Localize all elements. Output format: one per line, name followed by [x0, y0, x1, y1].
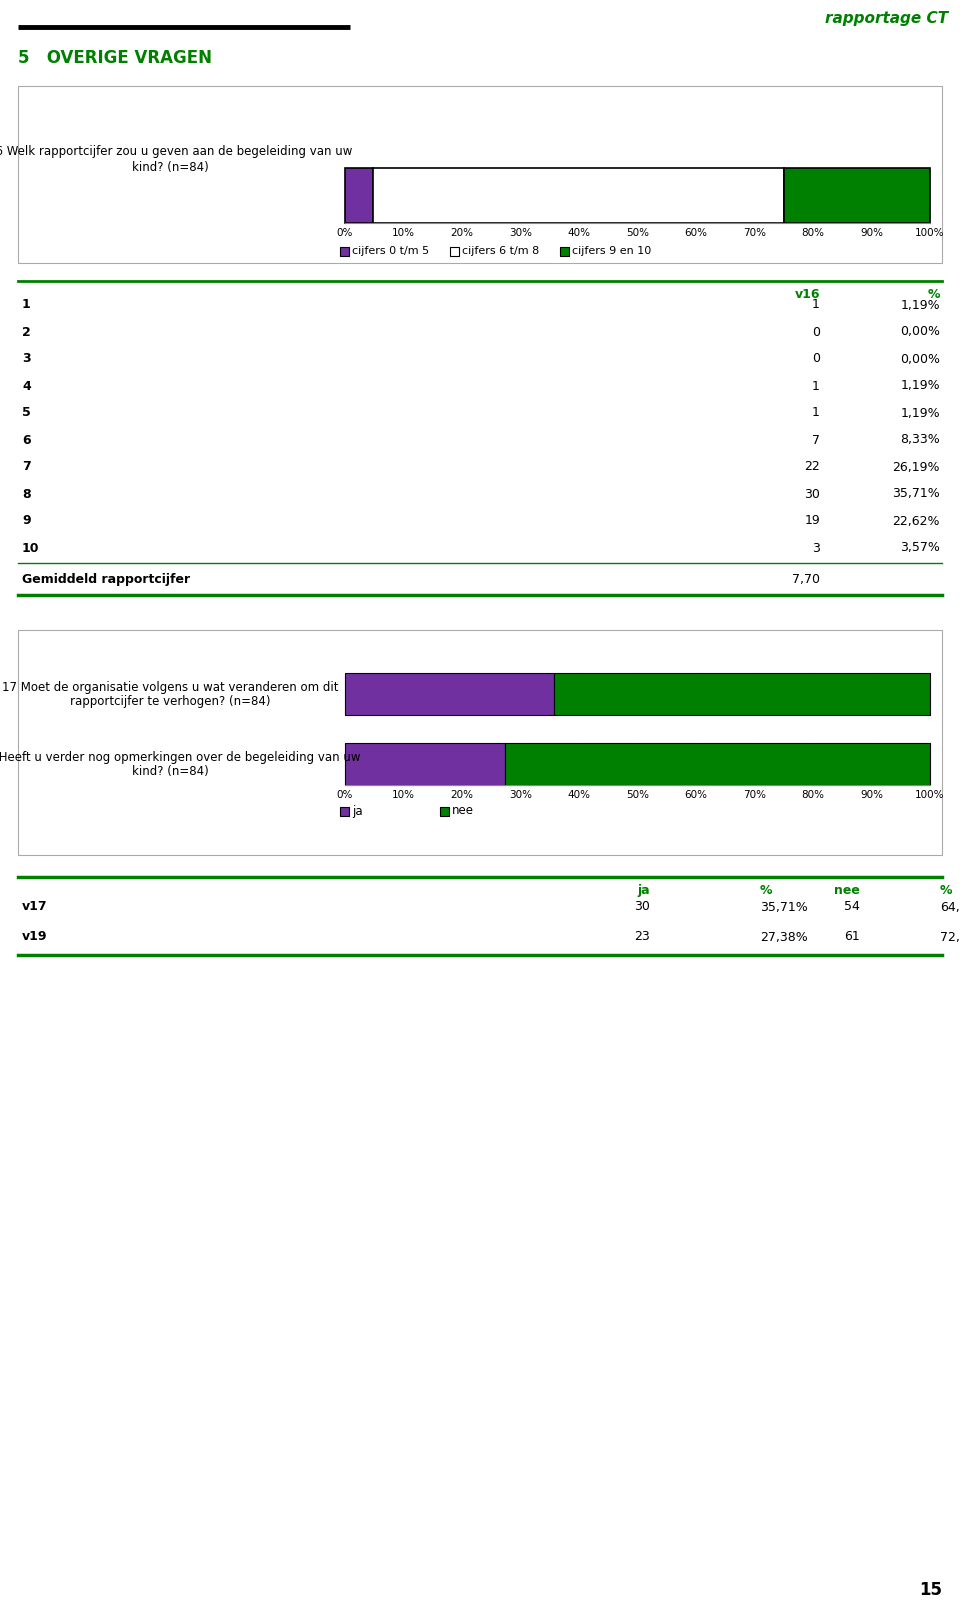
Text: 0%: 0%: [337, 789, 353, 801]
Text: 17 Moet de organisatie volgens u wat veranderen om dit: 17 Moet de organisatie volgens u wat ver…: [2, 681, 338, 694]
Text: 30: 30: [804, 488, 820, 501]
Text: 27,38%: 27,38%: [760, 930, 807, 943]
Text: 19: 19: [804, 514, 820, 527]
Text: 5   OVERIGE VRAGEN: 5 OVERIGE VRAGEN: [18, 49, 212, 66]
Text: 3: 3: [22, 352, 31, 365]
Text: 1: 1: [22, 298, 31, 311]
Text: 8: 8: [22, 488, 31, 501]
Text: 30%: 30%: [509, 229, 532, 238]
Text: nee: nee: [452, 804, 474, 817]
Text: 10%: 10%: [392, 229, 415, 238]
Bar: [560, 246, 569, 256]
Text: rapportage CT: rapportage CT: [825, 11, 948, 26]
Text: %: %: [760, 883, 773, 896]
Text: 40%: 40%: [567, 229, 590, 238]
Text: 50%: 50%: [626, 789, 649, 801]
Text: 30%: 30%: [509, 789, 532, 801]
Text: 2: 2: [22, 326, 31, 339]
Text: 1,19%: 1,19%: [900, 379, 940, 392]
Text: 35,71%: 35,71%: [760, 901, 807, 914]
Text: v16: v16: [795, 289, 820, 302]
Text: rapportcijfer te verhogen? (n=84): rapportcijfer te verhogen? (n=84): [70, 695, 271, 708]
Text: 3,57%: 3,57%: [900, 541, 940, 554]
Bar: [372, 169, 783, 224]
Text: 70%: 70%: [743, 229, 766, 238]
Text: 19 Heeft u verder nog opmerkingen over de begeleiding van uw: 19 Heeft u verder nog opmerkingen over d…: [0, 752, 360, 765]
Text: %: %: [927, 289, 940, 302]
Bar: [18, 631, 942, 854]
Text: 0: 0: [812, 326, 820, 339]
Text: 7: 7: [22, 460, 31, 473]
Text: 1: 1: [812, 407, 820, 420]
Text: kind? (n=84): kind? (n=84): [132, 765, 208, 778]
Text: nee: nee: [834, 883, 860, 896]
Bar: [450, 246, 459, 256]
Text: 0,00%: 0,00%: [900, 352, 940, 365]
Text: 1,19%: 1,19%: [900, 298, 940, 311]
Text: v19: v19: [22, 930, 47, 943]
Text: cijfers 6 t/m 8: cijfers 6 t/m 8: [462, 246, 540, 256]
Bar: [783, 169, 930, 224]
Text: v17: v17: [22, 901, 48, 914]
Text: 50%: 50%: [626, 229, 649, 238]
Text: 6: 6: [22, 433, 31, 446]
Bar: [340, 246, 349, 256]
Text: 100%: 100%: [915, 229, 945, 238]
Bar: [345, 673, 554, 715]
Bar: [440, 807, 449, 815]
Bar: [18, 86, 942, 263]
Text: 60%: 60%: [684, 229, 708, 238]
Text: 54: 54: [844, 901, 860, 914]
Text: ja: ja: [637, 883, 650, 896]
Text: 40%: 40%: [567, 789, 590, 801]
Text: cijfers 0 t/m 5: cijfers 0 t/m 5: [352, 246, 429, 256]
Bar: [554, 673, 930, 715]
Text: 35,71%: 35,71%: [892, 488, 940, 501]
Text: 30: 30: [635, 901, 650, 914]
Text: 70%: 70%: [743, 789, 766, 801]
Text: 0,00%: 0,00%: [900, 326, 940, 339]
Text: 15: 15: [919, 1580, 942, 1598]
Text: 80%: 80%: [802, 229, 825, 238]
Text: 20%: 20%: [450, 789, 473, 801]
Text: 22,62%: 22,62%: [893, 514, 940, 527]
Text: Gemiddeld rapportcijfer: Gemiddeld rapportcijfer: [22, 572, 190, 585]
Text: 7: 7: [812, 433, 820, 446]
Bar: [505, 742, 930, 785]
Text: 1: 1: [812, 379, 820, 392]
Text: 1: 1: [812, 298, 820, 311]
Text: 100%: 100%: [915, 789, 945, 801]
Text: kind? (n=84): kind? (n=84): [132, 160, 208, 173]
Text: 7,70: 7,70: [792, 572, 820, 585]
Text: %: %: [940, 883, 952, 896]
Text: 9: 9: [22, 514, 31, 527]
Text: 60%: 60%: [684, 789, 708, 801]
Text: 10%: 10%: [392, 789, 415, 801]
Text: 61: 61: [844, 930, 860, 943]
Text: 90%: 90%: [860, 229, 883, 238]
Text: 23: 23: [635, 930, 650, 943]
Text: cijfers 9 en 10: cijfers 9 en 10: [572, 246, 651, 256]
Text: 8,33%: 8,33%: [900, 433, 940, 446]
Text: 72,62%: 72,62%: [940, 930, 960, 943]
Text: 22: 22: [804, 460, 820, 473]
Bar: [340, 807, 349, 815]
Text: 90%: 90%: [860, 789, 883, 801]
Text: 64,29%: 64,29%: [940, 901, 960, 914]
Text: 5: 5: [22, 407, 31, 420]
Text: ja: ja: [352, 804, 363, 817]
Text: 26,19%: 26,19%: [893, 460, 940, 473]
Text: 0%: 0%: [337, 229, 353, 238]
Text: 3: 3: [812, 541, 820, 554]
Text: 20%: 20%: [450, 229, 473, 238]
Text: 4: 4: [22, 379, 31, 392]
Text: 16 Welk rapportcijfer zou u geven aan de begeleiding van uw: 16 Welk rapportcijfer zou u geven aan de…: [0, 144, 352, 157]
Bar: [345, 169, 372, 224]
Text: 10: 10: [22, 541, 39, 554]
Text: 0: 0: [812, 352, 820, 365]
Bar: [345, 742, 505, 785]
Text: 80%: 80%: [802, 789, 825, 801]
Text: 1,19%: 1,19%: [900, 407, 940, 420]
